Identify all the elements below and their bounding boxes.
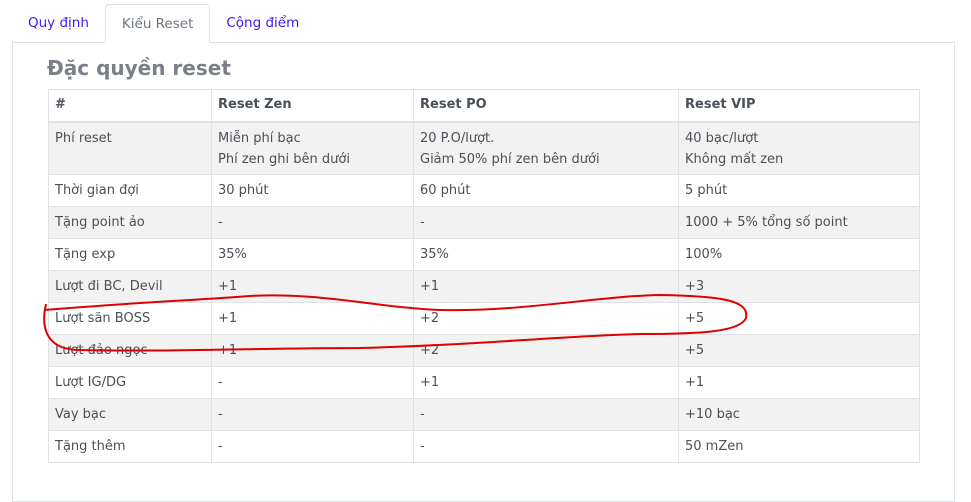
cell-line: Miễn phí bạc bbox=[218, 130, 301, 146]
cell-line: Không mất zen bbox=[685, 151, 784, 167]
cell-po: - bbox=[413, 430, 679, 463]
cell-po: +2 bbox=[413, 334, 679, 367]
table-row: Thời gian đợi 30 phút 60 phút 5 phút bbox=[48, 174, 920, 207]
table-row: Tặng exp 35% 35% 100% bbox=[48, 238, 920, 271]
cell-label: Lượt đảo ngọc bbox=[48, 334, 212, 367]
cell-zen: - bbox=[211, 398, 414, 431]
cell-vip: +10 bạc bbox=[678, 398, 920, 431]
cell-vip: +5 bbox=[678, 302, 920, 335]
table-row: Lượt săn BOSS +1 +2 +5 bbox=[48, 302, 920, 335]
tab-quy-dinh[interactable]: Quy định bbox=[28, 15, 89, 31]
cell-zen: 30 phút bbox=[211, 174, 414, 207]
table-row: Lượt đi BC, Devil +1 +1 +3 bbox=[48, 270, 920, 303]
cell-vip: 1000 + 5% tổng số point bbox=[678, 206, 920, 239]
table-header-row: # Reset Zen Reset PO Reset VIP bbox=[48, 89, 920, 123]
cell-vip: 40 bạc/lượt Không mất zen bbox=[678, 121, 920, 175]
cell-po: - bbox=[413, 398, 679, 431]
cell-label: Tặng point ảo bbox=[48, 206, 212, 239]
table-row: Tặng thêm - -50 mZen bbox=[48, 430, 920, 463]
cell-vip: +3 bbox=[678, 270, 920, 303]
cell-zen: Miễn phí bạc Phí zen ghi bên dưới bbox=[211, 121, 414, 175]
cell-zen: - bbox=[211, 366, 414, 399]
cell-zen: - bbox=[211, 430, 414, 463]
cell-label: Lượt IG/DG bbox=[48, 366, 212, 399]
cell-po: - bbox=[413, 206, 679, 239]
cell-label: Thời gian đợi bbox=[48, 174, 212, 207]
cell-po: +2 bbox=[413, 302, 679, 335]
cell-zen: +1 bbox=[211, 270, 414, 303]
cell-vip: 100% bbox=[678, 238, 920, 271]
cell-po: 35% bbox=[413, 238, 679, 271]
section-title: Đặc quyền reset bbox=[47, 56, 231, 80]
table-row: Lượt IG/DG - +1 +1 bbox=[48, 366, 920, 399]
table-row: Lượt đảo ngọc +1 +2 +5 bbox=[48, 334, 920, 367]
table-row: Phí reset Miễn phí bạc Phí zen ghi bên dướ… bbox=[48, 121, 920, 175]
cell-label: Phí reset bbox=[48, 121, 212, 175]
column-header: # bbox=[48, 89, 212, 123]
cell-label: Tặng thêm bbox=[48, 430, 212, 463]
cell-po: 60 phút bbox=[413, 174, 679, 207]
cell-vip: +5 bbox=[678, 334, 920, 367]
cell-po: +1 bbox=[413, 366, 679, 399]
cell-label: Lượt săn BOSS bbox=[48, 302, 212, 335]
column-header: Reset Zen bbox=[211, 89, 414, 123]
cell-vip: +1 bbox=[678, 366, 920, 399]
table-row: Tặng point ảo - -1000 + 5% tổng số point bbox=[48, 206, 920, 239]
column-header: Reset VIP bbox=[678, 89, 920, 123]
cell-po: +1 bbox=[413, 270, 679, 303]
reset-privileges-table: # Reset Zen Reset PO Reset VIP Phí reset… bbox=[48, 89, 920, 463]
cell-zen: 35% bbox=[211, 238, 414, 271]
cell-line: 40 bạc/lượt bbox=[685, 130, 759, 146]
cell-label: Tặng exp bbox=[48, 238, 212, 271]
tab-bar: Quy định Kiểu Reset Cộng điểm bbox=[12, 4, 315, 43]
tab-cong-diem[interactable]: Cộng điểm bbox=[226, 15, 300, 31]
cell-line: Giảm 50% phí zen bên dưới bbox=[420, 151, 600, 167]
cell-zen: +1 bbox=[211, 302, 414, 335]
tab-kieu-reset[interactable]: Kiểu Reset bbox=[104, 4, 211, 43]
column-header: Reset PO bbox=[413, 89, 679, 123]
table-row: Vay bạc - - +10 bạc bbox=[48, 398, 920, 431]
cell-po: 20 P.O/lượt. Giảm 50% phí zen bên dưới bbox=[413, 121, 679, 175]
cell-vip: 50 mZen bbox=[678, 430, 920, 463]
cell-vip: 5 phút bbox=[678, 174, 920, 207]
cell-zen: - bbox=[211, 206, 414, 239]
cell-line: Phí zen ghi bên dưới bbox=[218, 151, 350, 167]
cell-label: Lượt đi BC, Devil bbox=[48, 270, 212, 303]
cell-label: Vay bạc bbox=[48, 398, 212, 431]
cell-zen: +1 bbox=[211, 334, 414, 367]
cell-line: 20 P.O/lượt. bbox=[420, 130, 495, 146]
